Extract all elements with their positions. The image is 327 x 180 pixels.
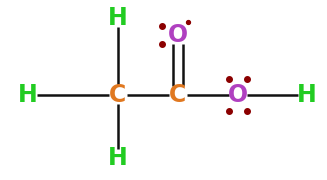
Text: O: O bbox=[168, 23, 188, 47]
Text: C: C bbox=[169, 83, 187, 107]
Text: H: H bbox=[108, 146, 128, 170]
Text: O: O bbox=[228, 83, 248, 107]
Text: H: H bbox=[108, 6, 128, 30]
Text: H: H bbox=[297, 83, 317, 107]
Text: C: C bbox=[109, 83, 127, 107]
Text: H: H bbox=[18, 83, 38, 107]
